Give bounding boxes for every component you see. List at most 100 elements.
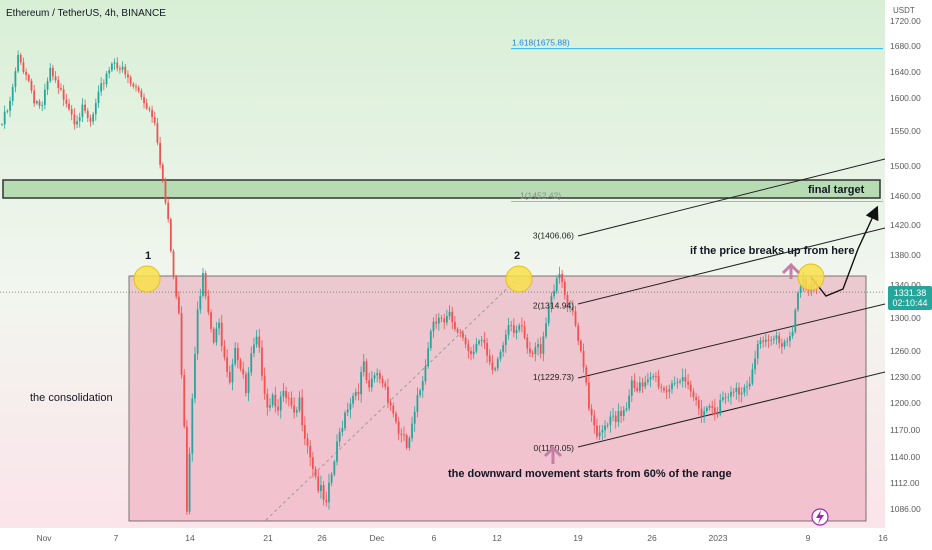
candle-body bbox=[708, 405, 711, 408]
candle-body bbox=[488, 355, 491, 363]
y-tick-label: 1200.00 bbox=[890, 398, 921, 408]
candle-body bbox=[475, 343, 478, 352]
candle-body bbox=[480, 339, 483, 341]
candle-body bbox=[365, 361, 368, 381]
candle-body bbox=[778, 335, 781, 344]
candle-body bbox=[478, 340, 480, 344]
candle-body bbox=[628, 395, 631, 409]
candle-body bbox=[738, 387, 740, 395]
y-tick-label: 1600.00 bbox=[890, 93, 921, 103]
candle-body bbox=[408, 438, 411, 448]
candle-body bbox=[258, 336, 261, 348]
candle-body bbox=[65, 99, 68, 104]
candle-body bbox=[169, 219, 172, 252]
candle-body bbox=[440, 317, 443, 319]
symbol-title: Ethereum / TetherUS, 4h, BINANCE bbox=[6, 8, 166, 19]
lightning-icon[interactable] bbox=[811, 508, 829, 526]
candle-body bbox=[94, 102, 97, 115]
y-tick-label: 1086.00 bbox=[890, 504, 921, 514]
axis-background bbox=[885, 0, 932, 550]
candle-body bbox=[167, 202, 170, 220]
candle-body bbox=[153, 116, 156, 123]
candle-body bbox=[346, 409, 349, 413]
candle-body bbox=[116, 62, 119, 69]
candle-body bbox=[121, 66, 124, 70]
candle-body bbox=[124, 66, 127, 75]
candle-body bbox=[588, 382, 590, 409]
candle-body bbox=[317, 476, 320, 491]
candle-body bbox=[274, 394, 277, 407]
candle-body bbox=[748, 383, 751, 387]
candle-body bbox=[521, 325, 523, 327]
candle-body bbox=[555, 278, 558, 292]
candle-body bbox=[571, 307, 574, 312]
candle-body bbox=[62, 89, 65, 100]
candle-body bbox=[596, 425, 598, 437]
fib-label: 3(1406.06) bbox=[533, 230, 574, 240]
y-axis-labels[interactable]: 1720.00 1680.00 1640.00 1600.00 1550.00 1500.… bbox=[890, 16, 921, 514]
candle-body bbox=[250, 353, 253, 373]
y-tick-label: 1340.00 bbox=[890, 280, 921, 290]
candle-body bbox=[652, 376, 655, 378]
candle-body bbox=[612, 415, 614, 417]
candle-body bbox=[403, 434, 405, 436]
candle-body bbox=[429, 331, 432, 349]
candle-body bbox=[290, 398, 293, 406]
candle-body bbox=[673, 382, 676, 384]
candle-body bbox=[287, 397, 290, 399]
candle-body bbox=[344, 412, 346, 429]
candle-body bbox=[43, 89, 46, 105]
candle-body bbox=[655, 376, 657, 377]
candle-body bbox=[172, 251, 175, 277]
candle-body bbox=[303, 425, 306, 439]
candle-body bbox=[454, 322, 456, 329]
x-tick-label: 6 bbox=[432, 533, 437, 543]
y-tick-label: 1500.00 bbox=[890, 161, 921, 171]
candle-body bbox=[601, 430, 604, 433]
candle-body bbox=[54, 76, 57, 81]
candle-body bbox=[234, 348, 237, 365]
candle-body bbox=[751, 369, 754, 384]
candle-body bbox=[231, 364, 234, 383]
candle-body bbox=[657, 376, 660, 388]
candle-body bbox=[89, 118, 92, 122]
candle-body bbox=[644, 382, 647, 387]
candle-body bbox=[558, 273, 561, 279]
candle-body bbox=[676, 382, 679, 383]
candle-body bbox=[772, 338, 775, 340]
y-tick-label: 1170.00 bbox=[890, 425, 920, 435]
touch-circle-1 bbox=[133, 265, 161, 293]
candle-body bbox=[491, 362, 494, 370]
candle-body bbox=[590, 408, 593, 416]
touch-circle-2 bbox=[505, 265, 533, 293]
candle-body bbox=[127, 74, 129, 78]
x-tick-label: Nov bbox=[36, 533, 52, 543]
candle-body bbox=[279, 396, 282, 411]
candle-body bbox=[17, 54, 19, 72]
candle-body bbox=[411, 423, 413, 439]
y-tick-label: 1460.00 bbox=[890, 191, 921, 201]
candle-body bbox=[470, 351, 472, 355]
candle-body bbox=[73, 114, 76, 125]
candle-body bbox=[212, 328, 215, 343]
x-axis-labels[interactable]: Nov 7 14 21 26 Dec 6 12 19 26 2023 9 16 bbox=[36, 533, 888, 543]
candle-body bbox=[494, 368, 497, 370]
candle-body bbox=[196, 309, 199, 354]
candle-body bbox=[566, 295, 569, 308]
candle-body bbox=[496, 358, 499, 369]
candle-body bbox=[724, 397, 727, 399]
candle-body bbox=[255, 336, 258, 345]
candle-body bbox=[614, 415, 617, 422]
x-tick-label: 14 bbox=[185, 533, 195, 543]
candle-body bbox=[341, 428, 344, 432]
candle-body bbox=[646, 379, 649, 383]
candle-body bbox=[119, 68, 121, 70]
candle-body bbox=[569, 307, 572, 308]
candle-body bbox=[277, 406, 279, 411]
candle-body bbox=[14, 71, 17, 87]
candle-body bbox=[510, 325, 513, 326]
candle-body bbox=[459, 332, 462, 334]
candle-body bbox=[711, 405, 714, 408]
candle-body bbox=[791, 331, 794, 337]
